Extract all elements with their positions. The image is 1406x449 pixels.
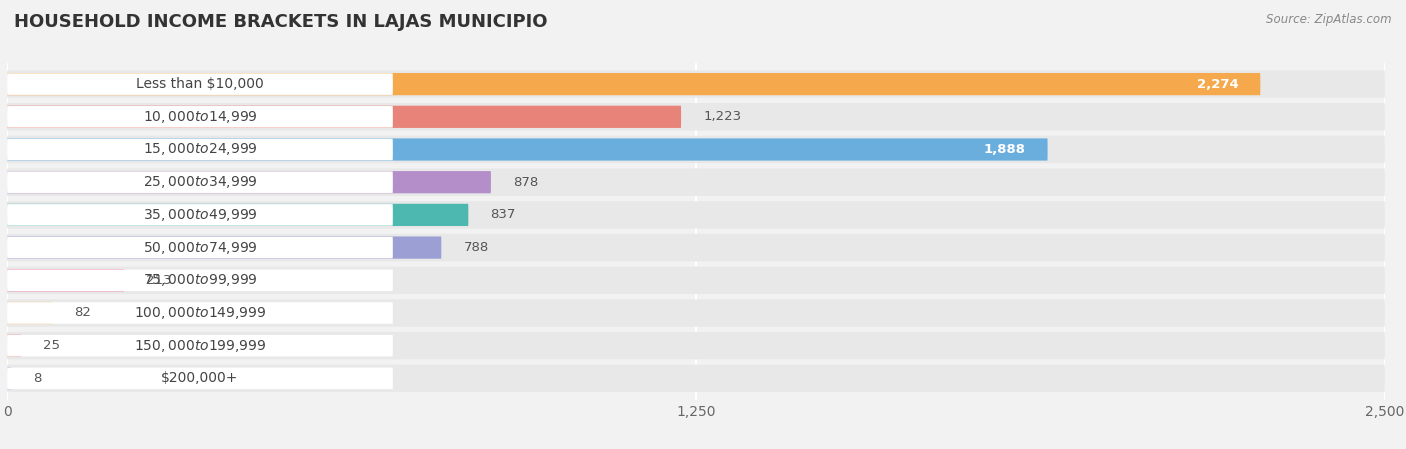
Text: 8: 8 [34,372,42,385]
FancyBboxPatch shape [7,106,681,128]
FancyBboxPatch shape [7,368,392,389]
Text: 2,274: 2,274 [1197,78,1239,91]
FancyBboxPatch shape [7,73,1260,95]
FancyBboxPatch shape [7,106,392,128]
Text: $25,000 to $34,999: $25,000 to $34,999 [142,174,257,190]
Text: $200,000+: $200,000+ [162,371,239,385]
FancyBboxPatch shape [7,204,392,226]
FancyBboxPatch shape [7,269,392,291]
FancyBboxPatch shape [7,139,392,160]
FancyBboxPatch shape [7,302,392,324]
FancyBboxPatch shape [7,172,392,193]
Text: 82: 82 [75,307,91,320]
Text: 25: 25 [42,339,60,352]
FancyBboxPatch shape [7,204,468,226]
Text: 788: 788 [464,241,489,254]
Text: Source: ZipAtlas.com: Source: ZipAtlas.com [1267,13,1392,26]
Text: Less than $10,000: Less than $10,000 [136,77,264,91]
FancyBboxPatch shape [7,70,1385,98]
FancyBboxPatch shape [7,332,1385,359]
FancyBboxPatch shape [7,171,491,194]
Text: 837: 837 [491,208,516,221]
FancyBboxPatch shape [7,201,1385,229]
FancyBboxPatch shape [7,269,124,291]
Text: $15,000 to $24,999: $15,000 to $24,999 [142,141,257,158]
FancyBboxPatch shape [7,73,392,95]
Text: $35,000 to $49,999: $35,000 to $49,999 [142,207,257,223]
Text: 878: 878 [513,176,538,189]
FancyBboxPatch shape [7,237,441,259]
FancyBboxPatch shape [7,237,392,258]
FancyBboxPatch shape [7,267,1385,294]
FancyBboxPatch shape [7,299,1385,327]
FancyBboxPatch shape [7,168,1385,196]
FancyBboxPatch shape [7,335,21,357]
Text: 213: 213 [146,274,172,287]
Text: 1,223: 1,223 [703,110,741,123]
Text: HOUSEHOLD INCOME BRACKETS IN LAJAS MUNICIPIO: HOUSEHOLD INCOME BRACKETS IN LAJAS MUNIC… [14,13,547,31]
FancyBboxPatch shape [7,138,1047,161]
FancyBboxPatch shape [7,103,1385,131]
FancyBboxPatch shape [7,367,11,389]
Text: 1,888: 1,888 [984,143,1025,156]
FancyBboxPatch shape [7,335,392,357]
FancyBboxPatch shape [7,234,1385,261]
Text: $100,000 to $149,999: $100,000 to $149,999 [134,305,266,321]
Text: $150,000 to $199,999: $150,000 to $199,999 [134,338,266,354]
Text: $75,000 to $99,999: $75,000 to $99,999 [142,272,257,288]
Text: $50,000 to $74,999: $50,000 to $74,999 [142,240,257,255]
FancyBboxPatch shape [7,302,52,324]
Text: $10,000 to $14,999: $10,000 to $14,999 [142,109,257,125]
FancyBboxPatch shape [7,136,1385,163]
FancyBboxPatch shape [7,365,1385,392]
